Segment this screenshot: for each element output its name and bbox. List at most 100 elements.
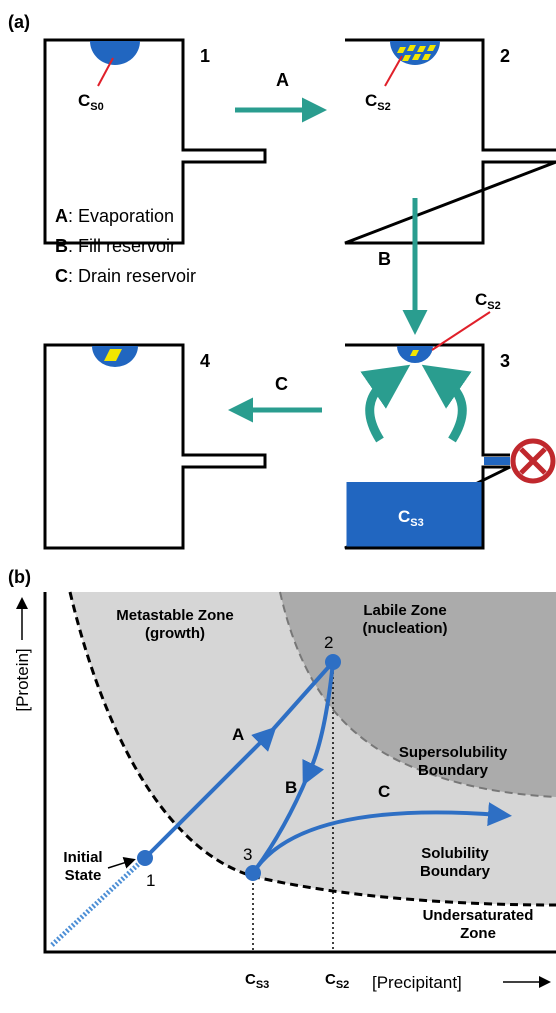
arrow-label: A	[276, 70, 289, 90]
desc: : Evaporation	[68, 206, 174, 226]
circulation-arrow	[360, 364, 411, 443]
y-axis-label: [Protein]	[13, 648, 32, 711]
crystal	[427, 45, 436, 51]
crystal	[422, 54, 431, 60]
reservoir	[346, 482, 482, 547]
x-tick-label: CS3	[245, 971, 269, 991]
legend-entry: B: Fill reservoir	[55, 236, 176, 256]
zone-label: State	[65, 867, 102, 884]
step-number: 1	[200, 46, 210, 66]
step-number: 3	[500, 351, 510, 371]
zone-label: Boundary	[420, 863, 491, 880]
panel-label: (a)	[8, 12, 30, 32]
state-point	[245, 865, 261, 881]
drop	[90, 41, 140, 65]
zone-label: Boundary	[418, 762, 489, 779]
pointer	[431, 311, 491, 351]
state-points	[137, 654, 341, 881]
desc: : Drain reservoir	[68, 266, 196, 286]
valve-x	[519, 447, 547, 475]
step-arrows	[228, 97, 472, 443]
pointers	[97, 55, 491, 351]
concentration: CS2	[365, 91, 391, 113]
crystal	[417, 46, 426, 52]
concentration: CS3	[398, 507, 424, 529]
point-label: 1	[146, 871, 155, 890]
sub: S2	[487, 300, 500, 312]
zone-label: (growth)	[145, 625, 205, 642]
concentrations: CS0 CS2 CS2 CS3	[78, 91, 501, 529]
valve	[510, 438, 556, 484]
point-label: 2	[324, 633, 333, 652]
sub: S3	[410, 517, 423, 529]
zone-label: Solubility	[421, 845, 489, 862]
c: C	[78, 91, 90, 110]
path-label: C	[378, 782, 390, 801]
path-labels: A B C	[232, 725, 390, 801]
point-label: 3	[243, 845, 252, 864]
c: C	[245, 971, 256, 988]
axes	[43, 592, 556, 954]
step-number: 2	[500, 46, 510, 66]
crystals	[104, 45, 436, 361]
zone-label: Supersolubility	[399, 744, 508, 761]
solubility-boundary	[68, 591, 556, 907]
zone-label: Initial	[63, 849, 102, 866]
x-tick-label: CS2	[325, 971, 349, 991]
zone-label: Metastable Zone	[116, 607, 234, 624]
supersolubility-boundary	[279, 591, 556, 798]
zone-label: (nucleation)	[363, 620, 448, 637]
crystal	[397, 47, 406, 53]
circulation-arrow	[421, 364, 472, 443]
sub: S0	[90, 101, 103, 113]
state-point	[325, 654, 341, 670]
state-point	[137, 850, 153, 866]
desc: : Fill reservoir	[68, 236, 176, 256]
zone-label: Undersaturated	[423, 907, 534, 924]
labile-region	[280, 592, 556, 797]
sub: S2	[336, 979, 349, 991]
path-c	[251, 802, 512, 875]
container	[43, 343, 267, 550]
tube-fluid	[484, 457, 510, 465]
c: C	[475, 290, 487, 309]
concentration: CS0	[78, 91, 104, 113]
c: C	[365, 91, 377, 110]
crystal	[410, 350, 419, 356]
path-b	[302, 661, 335, 786]
step-numbers: 1 2 3 4	[200, 46, 510, 371]
sub: S2	[377, 101, 390, 113]
legend-entry: A: Evaporation	[55, 206, 174, 226]
crystal	[412, 54, 421, 60]
drops	[90, 41, 440, 367]
panel-label: (b)	[8, 567, 31, 587]
arrow-labels: A B C	[275, 70, 391, 394]
path-a	[143, 726, 277, 860]
key: A	[55, 206, 68, 226]
containers	[43, 38, 556, 550]
step-number: 4	[200, 351, 210, 371]
start-path	[50, 856, 147, 947]
container	[344, 38, 556, 245]
c: C	[325, 971, 336, 988]
guides	[252, 662, 334, 952]
x-axis-label: [Precipitant]	[372, 973, 462, 992]
point-labels: 1 2 3	[146, 633, 333, 890]
crystal	[402, 55, 411, 61]
path-a	[266, 660, 335, 737]
path-label: A	[232, 725, 244, 744]
pointer	[384, 55, 403, 87]
arrow-label: B	[378, 249, 391, 269]
process-paths	[143, 660, 512, 875]
x-tick-labels: CS3 CS2	[245, 971, 349, 991]
concentration: CS2	[475, 290, 501, 312]
arrow-label: C	[275, 374, 288, 394]
pointer	[97, 57, 114, 87]
key: B	[55, 236, 68, 256]
valve-ring	[510, 438, 556, 484]
sub: S3	[256, 979, 269, 991]
c: C	[398, 507, 410, 526]
